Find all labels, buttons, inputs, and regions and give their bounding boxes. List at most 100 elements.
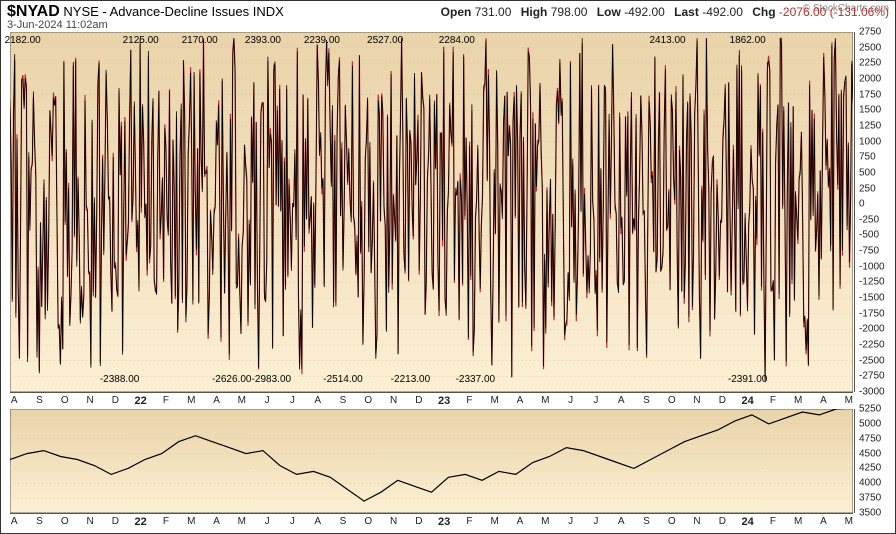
- xtick-label: M: [491, 395, 499, 406]
- xtick-label: M: [187, 516, 195, 527]
- open-label: Open: [441, 5, 472, 19]
- ytick-label: 4750: [859, 433, 881, 444]
- xaxis-main: ASOND22FMAMJJASOND23FMAMJJASOND24FMAM: [10, 392, 853, 408]
- xtick-label: 23: [438, 516, 450, 528]
- xtick-label: 24: [742, 395, 754, 407]
- open-value: 731.00: [475, 5, 512, 19]
- xtick-label: 22: [135, 395, 147, 407]
- trough-annotation: -2514.00: [323, 374, 362, 385]
- xtick-label: J: [290, 516, 295, 527]
- ytick-label: 3750: [859, 493, 881, 504]
- ytick-label: 750: [859, 152, 876, 163]
- xtick-label: S: [643, 516, 650, 527]
- xtick-label: J: [568, 516, 573, 527]
- xtick-label: S: [340, 395, 347, 406]
- xtick-label: A: [314, 516, 321, 527]
- xtick-label: A: [618, 516, 625, 527]
- xtick-label: 22: [135, 516, 147, 528]
- ytick-label: 1750: [859, 89, 881, 100]
- xtick-label: F: [163, 395, 169, 406]
- peak-annotation: 2527.00: [367, 35, 403, 46]
- xtick-label: S: [36, 395, 43, 406]
- ytick-label: 250: [859, 183, 876, 194]
- xtick-label: J: [290, 395, 295, 406]
- xtick-label: N: [693, 516, 700, 527]
- ytick-label: 2750: [859, 27, 881, 38]
- xtick-label: N: [86, 395, 93, 406]
- xtick-label: O: [61, 516, 69, 527]
- peak-annotation: 2182.00: [5, 35, 41, 46]
- trough-annotation: -2391.00: [728, 374, 767, 385]
- ytick-label: 2250: [859, 58, 881, 69]
- ytick-label: 4000: [859, 478, 881, 489]
- xtick-label: M: [238, 516, 246, 527]
- ytick-label: 0: [859, 199, 865, 210]
- low-label: Low: [597, 5, 621, 19]
- sub-chart: [10, 409, 853, 513]
- ytick-label: 1000: [859, 136, 881, 147]
- xtick-label: D: [415, 516, 422, 527]
- ytick-label: 2000: [859, 73, 881, 84]
- xtick-label: D: [112, 395, 119, 406]
- ytick-label: 1250: [859, 120, 881, 131]
- xtick-label: M: [541, 516, 549, 527]
- xtick-label: J: [265, 395, 270, 406]
- xtick-label: S: [36, 516, 43, 527]
- peak-annotation: 2125.00: [123, 35, 159, 46]
- xtick-label: F: [770, 516, 776, 527]
- xtick-label: F: [466, 395, 472, 406]
- ytick-label: -2500: [859, 355, 885, 366]
- ytick-label: -2000: [859, 324, 885, 335]
- ytick-label: 5250: [859, 404, 881, 415]
- ytick-label: -1500: [859, 293, 885, 304]
- exchange-name: NYSE - Advance-Decline Issues: [63, 4, 249, 19]
- chart-header: $NYAD NYSE - Advance-Decline Issues INDX…: [1, 1, 895, 29]
- trough-annotation: -2337.00: [456, 374, 495, 385]
- xtick-label: A: [820, 395, 827, 406]
- xtick-label: A: [820, 516, 827, 527]
- low-value: -492.00: [624, 5, 665, 19]
- ytick-label: -500: [859, 230, 879, 241]
- xtick-label: A: [11, 516, 18, 527]
- ytick-label: -750: [859, 246, 879, 257]
- xtick-label: M: [845, 516, 853, 527]
- xtick-label: M: [238, 395, 246, 406]
- main-chart: [10, 32, 853, 392]
- xtick-label: F: [163, 516, 169, 527]
- high-value: 798.00: [551, 5, 588, 19]
- xtick-label: J: [265, 516, 270, 527]
- trough-annotation: -2983.00: [252, 374, 291, 385]
- xtick-label: J: [593, 516, 598, 527]
- peak-annotation: 2284.00: [439, 35, 475, 46]
- xtick-label: M: [794, 395, 802, 406]
- xtick-label: O: [364, 395, 372, 406]
- trough-annotation: -2626.00: [212, 374, 251, 385]
- peak-annotation: 2393.00: [245, 35, 281, 46]
- ytick-label: -1250: [859, 277, 885, 288]
- xtick-label: A: [213, 395, 220, 406]
- yaxis-main: 2750250022502000175015001250100075050025…: [854, 32, 894, 392]
- ytick-label: -3000: [859, 387, 885, 398]
- ytick-label: 3500: [859, 508, 881, 519]
- xtick-label: N: [693, 395, 700, 406]
- trough-annotation: -2388.00: [100, 374, 139, 385]
- date-label: 3-Jun-2024 11:02am: [7, 19, 108, 31]
- yaxis-sub: 52505000475045004250400037503500: [854, 409, 894, 513]
- trough-annotation: -2213.00: [391, 374, 430, 385]
- xtick-label: O: [668, 516, 676, 527]
- xtick-label: O: [364, 516, 372, 527]
- xtick-label: A: [517, 395, 524, 406]
- peak-annotation: 2239.00: [304, 35, 340, 46]
- xtick-label: A: [618, 395, 625, 406]
- xtick-label: A: [517, 516, 524, 527]
- ytick-label: -1750: [859, 308, 885, 319]
- xtick-label: M: [491, 516, 499, 527]
- xtick-label: A: [213, 516, 220, 527]
- ytick-label: 4500: [859, 448, 881, 459]
- xtick-label: M: [845, 395, 853, 406]
- ohlc-stats: Open 731.00 High 798.00 Low -492.00 Last…: [435, 5, 889, 19]
- xtick-label: A: [11, 395, 18, 406]
- peak-annotation: 1862.00: [730, 35, 766, 46]
- xtick-label: J: [593, 395, 598, 406]
- ytick-label: -250: [859, 214, 879, 225]
